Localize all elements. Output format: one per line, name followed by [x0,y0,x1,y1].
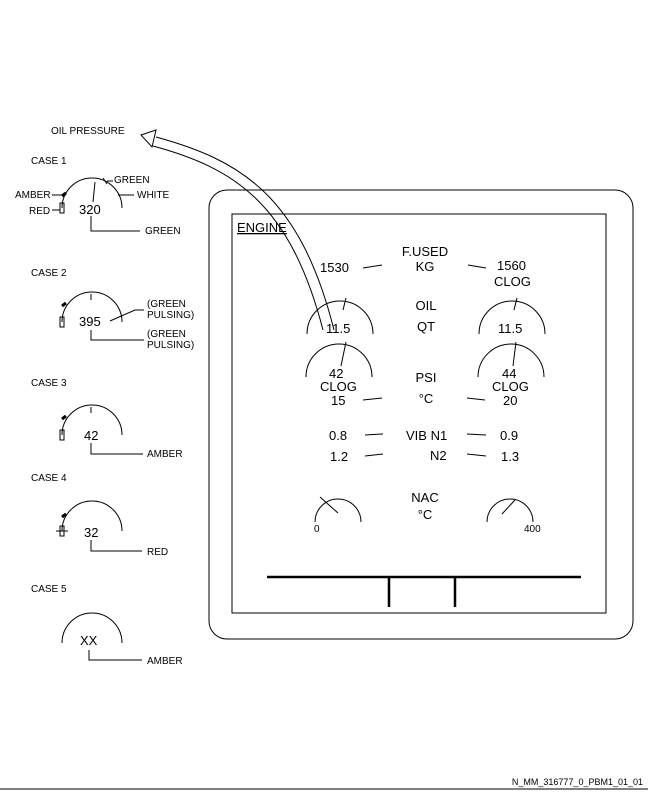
case-2-red-band [59,316,65,328]
oil-qt-right-gauge [478,300,546,335]
case-1-needle [92,181,96,203]
ecam-display: ENGINE F.USED KG 1530 1560 CLOG 11.5 OIL… [208,189,634,640]
oil-psi-right-gauge [477,343,545,378]
case-2-upper-callout-2: PULSING) [147,310,194,321]
case-1-green-bottom-callout: GREEN [145,226,181,237]
case-2: CASE 2 395 (GREEN PULSING) (GREEN PULSIN… [31,268,194,351]
case-2-gauge-arc [61,291,123,323]
case-3-amber-mark [61,414,67,421]
oil-temp-left-value: 15 [331,393,345,408]
case-2-value: 395 [79,314,101,329]
case-1-white-callout: WHITE [137,190,170,201]
qt-label: QT [417,319,435,334]
oil-psi-left-status: CLOG [320,379,357,394]
fused-unit: KG [416,259,435,274]
vib-n1-label: VIB N1 [406,428,447,443]
case-4: CASE 4 32 RED [31,473,168,558]
case-1-amber-callout: AMBER [15,190,51,201]
case-1: CASE 1 320 AMBER RED GREEN WHITE GREEN [15,156,181,237]
case-2-lower-callout-2: PULSING) [147,340,194,351]
oil-label: OIL [416,298,437,313]
case-1-value: 320 [79,202,101,217]
oil-psi-right-status: CLOG [492,379,529,394]
case-5-label: CASE 5 [31,584,67,595]
fused-right-value: 1560 [497,258,526,273]
oil-psi-right-value: 44 [502,366,516,381]
nac-label: NAC [411,490,438,505]
oil-qt-left-value: 11.5 [326,321,350,336]
case-5: CASE 5 XX AMBER [31,584,183,667]
fused-right-status: CLOG [494,274,531,289]
display-bezel [208,189,634,640]
case-3-gauge-arc [61,404,123,436]
oil-temp-right-value: 20 [503,393,517,408]
case-4-value: 32 [84,525,98,540]
figure-reference: N_MM_316777_0_PBM1_01_01 [512,777,643,787]
case-2-label: CASE 2 [31,268,67,279]
callout-title: OIL PRESSURE [51,126,125,137]
case-4-label: CASE 4 [31,473,67,484]
case-4-gauge-arc [61,500,123,532]
case-2-lower-callout-1: (GREEN [147,329,186,340]
case-1-green-top-callout: GREEN [114,175,150,186]
display-screen [231,213,607,614]
case-4-amber-mark [61,512,67,519]
page-title: ENGINE [237,220,287,235]
oil-qt-right-value: 11.5 [498,321,522,336]
case-1-amber-mark [61,191,67,198]
nac-right-gauge [486,498,534,523]
case-3-red-band [59,429,65,441]
case-3-value: 42 [84,428,98,443]
nac-unit: °C [418,507,433,522]
case-1-label: CASE 1 [31,156,67,167]
oil-temp-unit: °C [419,391,434,406]
oil-qt-left-gauge [306,300,374,335]
nac-left-gauge [314,498,362,523]
vib-n1-left-value: 0.8 [329,428,347,443]
case-1-green-mark [102,177,108,185]
nac-right-tick: 400 [524,524,541,535]
nac-left-tick: 0 [314,524,320,535]
case-5-gauge-arc [61,612,123,644]
case-2-upper-callout-1: (GREEN [147,299,186,310]
oil-psi-left-gauge [305,343,373,378]
vib-n2-right-value: 1.3 [501,449,519,464]
case-5-value: XX [80,633,98,648]
case-3: CASE 3 42 AMBER [31,378,183,460]
vib-n1-right-value: 0.9 [500,428,518,443]
case-5-callout: AMBER [147,656,183,667]
fused-left-value: 1530 [320,260,349,275]
case-1-red-callout: RED [29,206,50,217]
case-4-callout: RED [147,547,168,558]
psi-label: PSI [416,370,437,385]
vib-n2-label: N2 [430,448,447,463]
case-3-callout: AMBER [147,449,183,460]
fused-label: F.USED [402,244,448,259]
case-1-red-band [59,202,65,214]
case-3-label: CASE 3 [31,378,67,389]
case-2-amber-mark [61,301,67,308]
vib-n2-left-value: 1.2 [330,449,348,464]
oil-psi-left-value: 42 [329,366,343,381]
callout-arrow [140,129,335,331]
